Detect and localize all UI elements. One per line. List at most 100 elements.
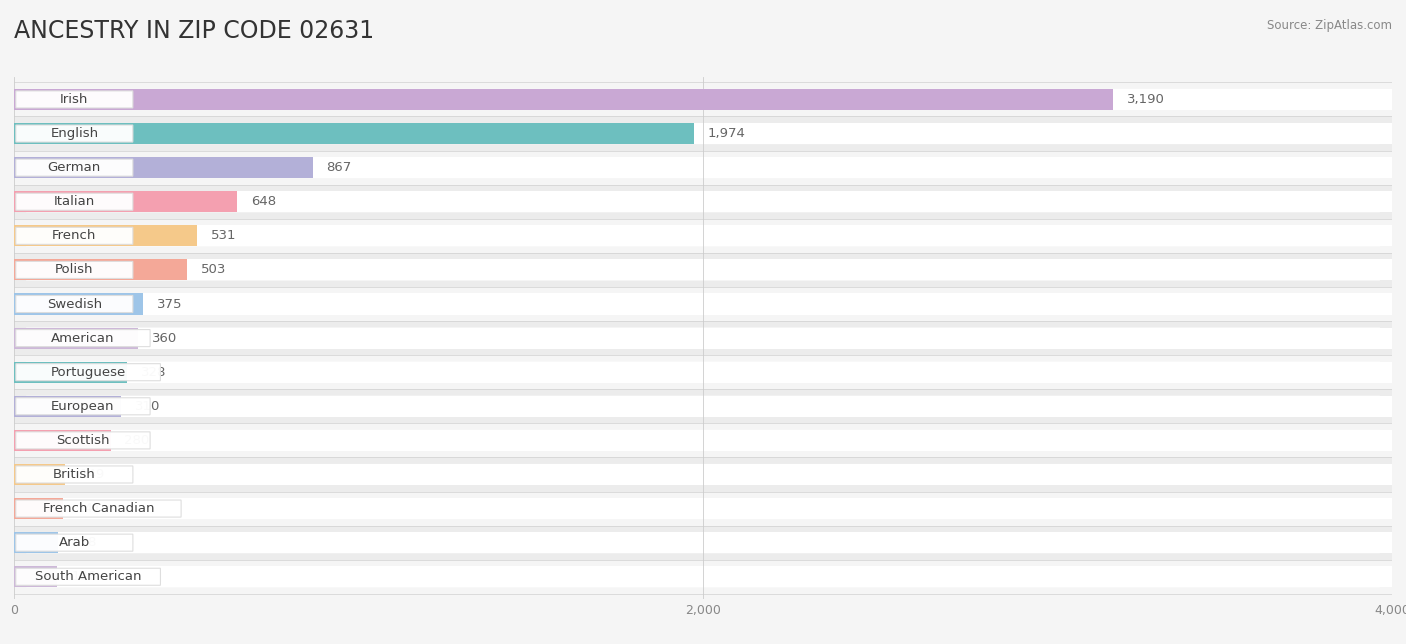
Text: Polish: Polish bbox=[55, 263, 94, 276]
Bar bbox=[14, 464, 1392, 485]
Bar bbox=[14, 225, 197, 247]
Text: German: German bbox=[48, 161, 101, 174]
Bar bbox=[0, 253, 1406, 287]
Bar bbox=[14, 532, 58, 553]
Text: American: American bbox=[51, 332, 115, 345]
Bar bbox=[14, 225, 1392, 247]
FancyBboxPatch shape bbox=[15, 261, 134, 278]
FancyBboxPatch shape bbox=[27, 430, 1379, 451]
Text: 648: 648 bbox=[252, 195, 276, 208]
FancyBboxPatch shape bbox=[15, 227, 134, 244]
Bar bbox=[0, 457, 1406, 491]
Text: 1,974: 1,974 bbox=[707, 127, 745, 140]
Bar bbox=[14, 395, 121, 417]
Text: Scottish: Scottish bbox=[56, 434, 110, 447]
FancyBboxPatch shape bbox=[27, 191, 1379, 213]
FancyBboxPatch shape bbox=[15, 159, 134, 176]
Text: 280: 280 bbox=[124, 434, 149, 447]
Text: 375: 375 bbox=[157, 298, 183, 310]
Bar bbox=[14, 430, 111, 451]
FancyBboxPatch shape bbox=[15, 364, 160, 381]
Text: French: French bbox=[52, 229, 97, 242]
Bar bbox=[14, 566, 1392, 587]
FancyBboxPatch shape bbox=[15, 296, 134, 312]
Bar bbox=[0, 491, 1406, 526]
Bar bbox=[0, 151, 1406, 185]
Bar bbox=[14, 566, 58, 587]
Bar bbox=[0, 287, 1406, 321]
Text: 360: 360 bbox=[152, 332, 177, 345]
Text: 128: 128 bbox=[72, 536, 97, 549]
Bar bbox=[14, 328, 138, 348]
Text: Arab: Arab bbox=[59, 536, 90, 549]
Bar bbox=[0, 185, 1406, 219]
Text: 503: 503 bbox=[201, 263, 226, 276]
Bar bbox=[14, 464, 66, 485]
Bar bbox=[14, 328, 1392, 348]
Bar bbox=[0, 219, 1406, 253]
Text: French Canadian: French Canadian bbox=[42, 502, 155, 515]
Bar bbox=[14, 395, 1392, 417]
Text: 141: 141 bbox=[76, 502, 101, 515]
FancyBboxPatch shape bbox=[15, 534, 134, 551]
Bar bbox=[0, 560, 1406, 594]
Text: Swedish: Swedish bbox=[46, 298, 101, 310]
FancyBboxPatch shape bbox=[27, 328, 1379, 348]
Bar bbox=[14, 294, 143, 314]
FancyBboxPatch shape bbox=[27, 566, 1379, 587]
Bar bbox=[0, 423, 1406, 457]
FancyBboxPatch shape bbox=[27, 157, 1379, 178]
Text: 3,190: 3,190 bbox=[1126, 93, 1164, 106]
FancyBboxPatch shape bbox=[15, 91, 134, 108]
Bar bbox=[14, 89, 1114, 110]
Bar bbox=[14, 294, 1392, 314]
Text: 867: 867 bbox=[326, 161, 352, 174]
Bar bbox=[14, 362, 1392, 383]
Text: South American: South American bbox=[35, 570, 142, 583]
Bar bbox=[14, 123, 1392, 144]
Bar bbox=[14, 260, 1392, 281]
Bar bbox=[14, 430, 1392, 451]
Bar bbox=[14, 157, 1392, 178]
FancyBboxPatch shape bbox=[27, 395, 1379, 417]
FancyBboxPatch shape bbox=[15, 330, 150, 346]
Bar bbox=[14, 123, 695, 144]
Bar bbox=[0, 321, 1406, 355]
FancyBboxPatch shape bbox=[15, 466, 134, 483]
FancyBboxPatch shape bbox=[27, 225, 1379, 247]
Text: English: English bbox=[51, 127, 98, 140]
Text: British: British bbox=[53, 468, 96, 481]
Bar bbox=[14, 532, 1392, 553]
Bar bbox=[0, 82, 1406, 117]
Text: Source: ZipAtlas.com: Source: ZipAtlas.com bbox=[1267, 19, 1392, 32]
FancyBboxPatch shape bbox=[27, 123, 1379, 144]
Bar bbox=[14, 260, 187, 281]
Text: 328: 328 bbox=[141, 366, 166, 379]
FancyBboxPatch shape bbox=[15, 125, 134, 142]
FancyBboxPatch shape bbox=[15, 500, 181, 517]
Bar bbox=[14, 89, 1392, 110]
Text: 149: 149 bbox=[79, 468, 104, 481]
FancyBboxPatch shape bbox=[27, 260, 1379, 281]
Bar bbox=[0, 355, 1406, 389]
Bar bbox=[0, 117, 1406, 151]
Text: European: European bbox=[51, 400, 115, 413]
Text: 531: 531 bbox=[211, 229, 236, 242]
FancyBboxPatch shape bbox=[27, 498, 1379, 519]
Bar bbox=[14, 498, 1392, 519]
FancyBboxPatch shape bbox=[27, 362, 1379, 383]
Text: 310: 310 bbox=[135, 400, 160, 413]
FancyBboxPatch shape bbox=[15, 568, 160, 585]
Bar bbox=[14, 191, 238, 213]
FancyBboxPatch shape bbox=[27, 89, 1379, 110]
FancyBboxPatch shape bbox=[27, 464, 1379, 485]
Text: Italian: Italian bbox=[53, 195, 96, 208]
Bar bbox=[0, 526, 1406, 560]
Text: 126: 126 bbox=[72, 570, 97, 583]
Bar bbox=[14, 362, 127, 383]
FancyBboxPatch shape bbox=[15, 193, 134, 210]
FancyBboxPatch shape bbox=[27, 294, 1379, 314]
Text: Irish: Irish bbox=[60, 93, 89, 106]
FancyBboxPatch shape bbox=[15, 432, 150, 449]
Bar bbox=[14, 191, 1392, 213]
